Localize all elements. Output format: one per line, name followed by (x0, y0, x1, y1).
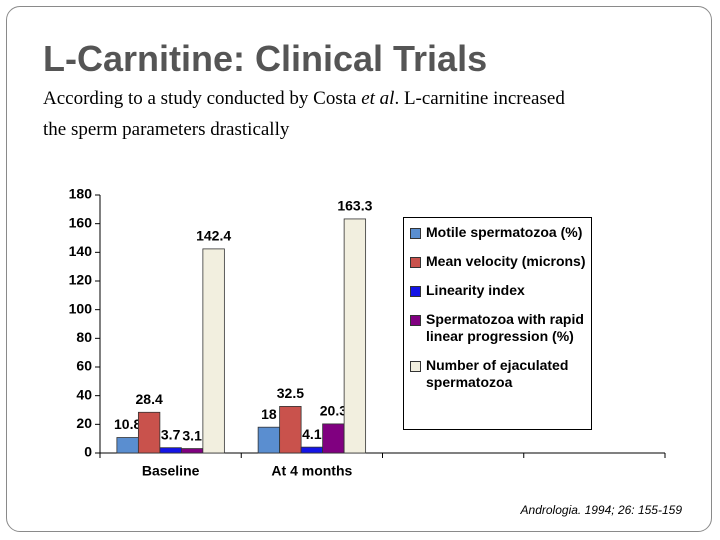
value-label: 18 (261, 406, 277, 422)
y-tick-label: 20 (76, 415, 92, 431)
bar (322, 423, 345, 454)
y-tick-label: 180 (69, 186, 93, 202)
bar (137, 411, 161, 454)
bar (257, 426, 281, 454)
x-tick-label: At 4 months (271, 463, 352, 479)
legend-swatch (410, 286, 421, 297)
y-tick-label: 140 (69, 243, 93, 259)
legend-item: Mean velocity (microns) (408, 253, 587, 270)
citation: Andrologia. 1994; 26: 155-159 (521, 503, 682, 517)
bar (300, 446, 324, 454)
slide-subtitle: According to a study conducted by Costa … (43, 83, 573, 145)
legend-label: Linearity index (426, 282, 525, 298)
legend-item: Number of ejaculated spermatozoa (408, 357, 587, 391)
value-label: 32.5 (277, 385, 304, 401)
bar (279, 406, 302, 454)
x-tick-label: Baseline (142, 463, 200, 479)
bar (343, 218, 367, 454)
y-tick-label: 0 (84, 444, 92, 460)
y-tick-label: 100 (69, 300, 93, 316)
legend: Motile spermatozoa (%) Mean velocity (mic… (403, 217, 592, 430)
legend-label: Mean velocity (microns) (426, 253, 586, 269)
legend-swatch (410, 315, 421, 326)
bar (159, 447, 182, 454)
value-label: 163.3 (337, 198, 372, 214)
y-tick-label: 160 (69, 214, 93, 230)
value-label: 3.1 (182, 427, 202, 443)
y-tick-label: 40 (76, 386, 92, 402)
subtitle-text: . L-carnitine increased the sperm parame… (43, 88, 565, 140)
bar (180, 448, 204, 454)
legend-swatch (410, 228, 421, 239)
legend-label: Motile spermatozoa (%) (426, 224, 583, 240)
legend-swatch (410, 257, 421, 268)
subtitle-text: According to a study conducted by Costa (43, 88, 362, 109)
value-label: 142.4 (196, 228, 231, 244)
y-tick-label: 60 (76, 358, 92, 374)
y-tick-label: 120 (69, 272, 93, 288)
value-label: 20.3 (320, 403, 347, 419)
bar (202, 248, 225, 454)
y-tick-label: 80 (76, 329, 92, 345)
value-label: 3.7 (161, 426, 181, 442)
legend-item: Linearity index (408, 282, 587, 299)
legend-swatch (410, 361, 421, 372)
subtitle-italic: et al (361, 88, 395, 109)
bar (116, 437, 139, 454)
citation-text: Andrologia. 1994; 26: 155-159 (520, 503, 682, 517)
value-label: 10.8 (114, 416, 141, 432)
value-label: 28.4 (136, 391, 163, 407)
legend-item: Motile spermatozoa (%) (408, 224, 587, 241)
legend-item: Spermatozoa with rapid linear progressio… (408, 311, 587, 345)
value-label: 4.1 (302, 426, 322, 442)
legend-label: Number of ejaculated spermatozoa (426, 357, 569, 390)
slide-title: L-Carnitine: Clinical Trials (43, 38, 488, 79)
legend-label: Spermatozoa with rapid linear progressio… (426, 311, 584, 344)
